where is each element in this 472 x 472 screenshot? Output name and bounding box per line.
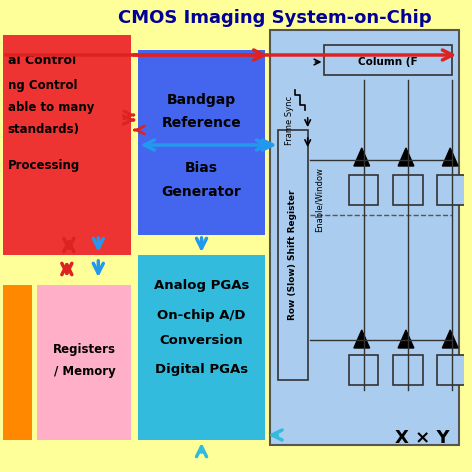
Polygon shape: [442, 148, 458, 166]
FancyBboxPatch shape: [438, 175, 467, 205]
Text: Bias: Bias: [185, 161, 218, 175]
Text: Enable/Window: Enable/Window: [315, 168, 324, 232]
Text: Analog PGAs: Analog PGAs: [154, 278, 249, 292]
Text: al Control: al Control: [8, 53, 76, 67]
Text: X × Y: X × Y: [396, 429, 450, 447]
Text: Bandgap: Bandgap: [167, 93, 236, 107]
FancyBboxPatch shape: [349, 175, 379, 205]
FancyBboxPatch shape: [349, 355, 379, 385]
Text: Registers: Registers: [53, 344, 116, 356]
Text: Column (F: Column (F: [358, 57, 418, 67]
Text: Generator: Generator: [161, 185, 241, 199]
Text: On-chip A/D: On-chip A/D: [157, 309, 246, 321]
FancyBboxPatch shape: [270, 30, 459, 445]
FancyBboxPatch shape: [3, 35, 131, 255]
Text: standards): standards): [8, 124, 80, 136]
FancyBboxPatch shape: [138, 255, 265, 440]
Polygon shape: [442, 330, 458, 348]
Polygon shape: [354, 148, 370, 166]
Text: Conversion: Conversion: [160, 334, 244, 346]
Text: Frame Sync: Frame Sync: [286, 95, 295, 144]
FancyBboxPatch shape: [3, 285, 33, 440]
Polygon shape: [398, 148, 414, 166]
FancyBboxPatch shape: [438, 355, 467, 385]
Text: / Memory: / Memory: [54, 365, 116, 379]
FancyBboxPatch shape: [37, 285, 131, 440]
FancyBboxPatch shape: [393, 355, 423, 385]
Text: ng Control: ng Control: [8, 78, 77, 92]
FancyBboxPatch shape: [138, 50, 265, 235]
FancyBboxPatch shape: [278, 130, 308, 380]
Polygon shape: [354, 330, 370, 348]
FancyBboxPatch shape: [324, 45, 452, 75]
Polygon shape: [398, 330, 414, 348]
Text: Row (Slow) Shift Register: Row (Slow) Shift Register: [288, 190, 297, 320]
Text: Processing: Processing: [8, 159, 80, 171]
Text: able to many: able to many: [8, 101, 94, 115]
Text: Reference: Reference: [161, 116, 241, 130]
Text: Digital PGAs: Digital PGAs: [155, 363, 248, 377]
FancyBboxPatch shape: [393, 175, 423, 205]
Text: CMOS Imaging System-on-Chip: CMOS Imaging System-on-Chip: [118, 9, 432, 27]
